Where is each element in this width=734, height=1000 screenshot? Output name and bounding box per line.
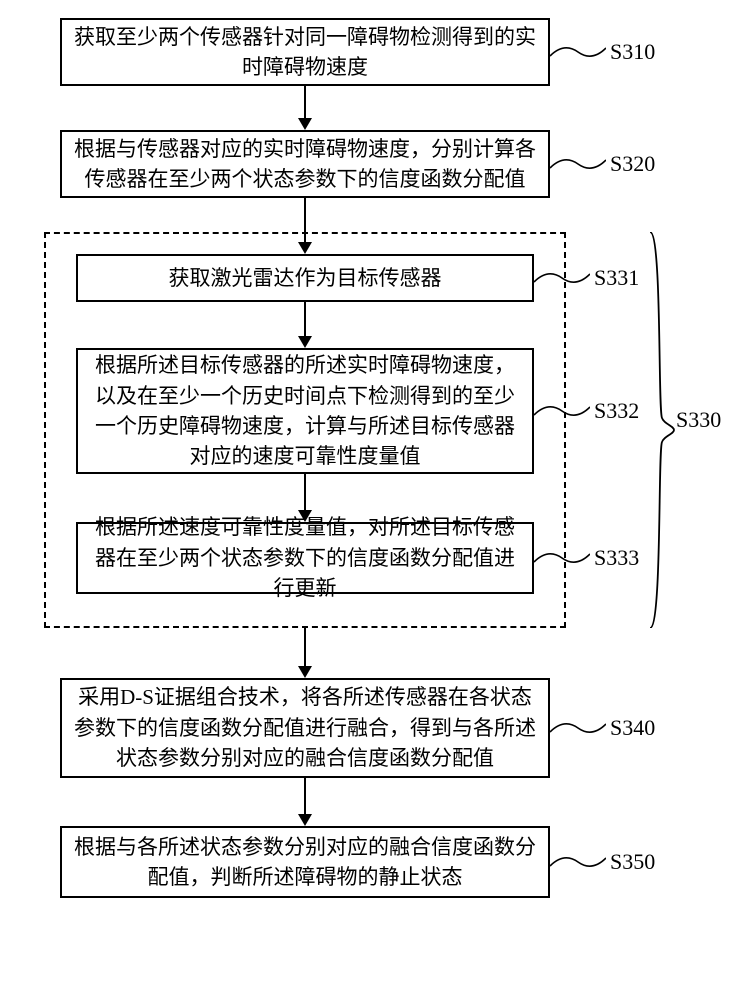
step-label: S332 [594,398,639,424]
step-box: 获取激光雷达作为目标传感器 [76,254,534,302]
connector [550,716,606,740]
step-label: S350 [610,849,655,875]
arrow-head [298,666,312,678]
step-text: 采用D-S证据组合技术，将各所述传感器在各状态参数下的信度函数分配值进行融合，得… [72,682,538,773]
step-label: S340 [610,715,655,741]
arrow [304,474,306,512]
step-label: S333 [594,545,639,571]
arrow [304,198,306,244]
step-box: 获取至少两个传感器针对同一障碍物检测得到的实时障碍物速度 [60,18,550,86]
arrow-head [298,510,312,522]
arrow-head [298,118,312,130]
step-box: 根据所述目标传感器的所述实时障碍物速度，以及在至少一个历史时间点下检测得到的至少… [76,348,534,474]
step-text: 根据与各所述状态参数分别对应的融合信度函数分配值，判断所述障碍物的静止状态 [72,832,538,893]
step-box: 根据与各所述状态参数分别对应的融合信度函数分配值，判断所述障碍物的静止状态 [60,826,550,898]
step-text: 根据所述目标传感器的所述实时障碍物速度，以及在至少一个历史时间点下检测得到的至少… [88,350,522,472]
connector [550,152,606,176]
step-text: 获取激光雷达作为目标传感器 [169,263,442,293]
step-label: S331 [594,265,639,291]
step-box: 根据所述速度可靠性度量值，对所述目标传感器在至少两个状态参数下的信度函数分配值进… [76,522,534,594]
step-label: S330 [676,407,721,433]
arrow [304,628,306,668]
arrow-head [298,814,312,826]
group-brace [648,232,678,628]
connector [534,266,590,290]
connector [550,40,606,64]
connector [534,546,590,570]
arrow [304,778,306,816]
step-box: 采用D-S证据组合技术，将各所述传感器在各状态参数下的信度函数分配值进行融合，得… [60,678,550,778]
arrow [304,302,306,338]
arrow-head [298,336,312,348]
arrow [304,86,306,120]
step-label: S320 [610,151,655,177]
connector [550,850,606,874]
arrow-head [298,242,312,254]
step-label: S310 [610,39,655,65]
step-text: 获取至少两个传感器针对同一障碍物检测得到的实时障碍物速度 [72,22,538,83]
step-text: 根据所述速度可靠性度量值，对所述目标传感器在至少两个状态参数下的信度函数分配值进… [88,512,522,603]
connector [534,399,590,423]
step-box: 根据与传感器对应的实时障碍物速度，分别计算各传感器在至少两个状态参数下的信度函数… [60,130,550,198]
step-text: 根据与传感器对应的实时障碍物速度，分别计算各传感器在至少两个状态参数下的信度函数… [72,134,538,195]
